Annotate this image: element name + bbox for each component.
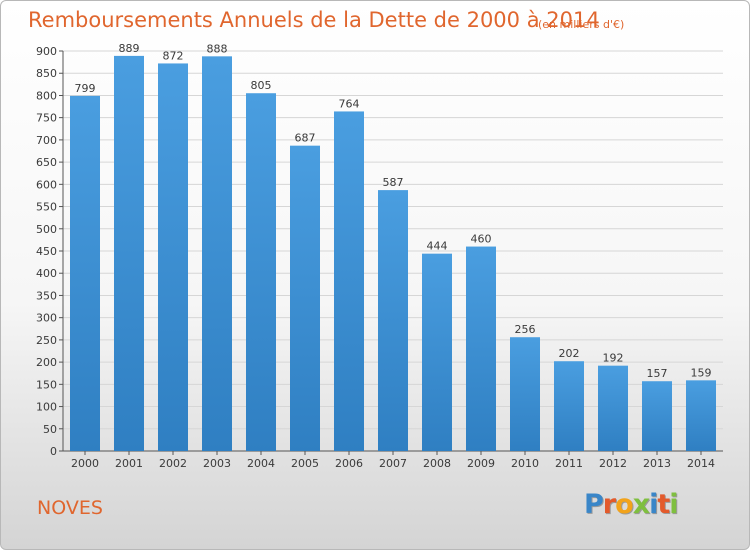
bar <box>202 56 232 451</box>
y-tick-label: 300 <box>36 312 57 325</box>
y-tick-label: 250 <box>36 334 57 347</box>
logo-letter: o <box>615 489 634 520</box>
x-tick-label: 2010 <box>511 457 539 470</box>
y-tick-label: 350 <box>36 289 57 302</box>
y-tick-label: 0 <box>50 445 57 458</box>
logo-letter: r <box>602 489 616 520</box>
data-label: 872 <box>163 49 184 62</box>
data-label: 799 <box>75 82 96 95</box>
x-tick-label: 2002 <box>159 457 187 470</box>
x-tick-label: 2000 <box>71 457 99 470</box>
logo-letter: x <box>632 489 650 520</box>
data-label: 444 <box>427 240 448 253</box>
x-tick-label: 2009 <box>467 457 495 470</box>
data-label: 687 <box>295 132 316 145</box>
y-tick-label: 400 <box>36 267 57 280</box>
bar <box>510 337 540 451</box>
x-tick-label: 2014 <box>687 457 715 470</box>
y-tick-label: 700 <box>36 134 57 147</box>
y-tick-label: 200 <box>36 356 57 369</box>
data-label: 192 <box>603 352 624 365</box>
y-tick-label: 750 <box>36 112 57 125</box>
data-label: 805 <box>251 79 272 92</box>
bar <box>554 361 584 451</box>
data-label: 587 <box>383 176 404 189</box>
data-label: 202 <box>559 347 580 360</box>
data-label: 256 <box>515 323 536 336</box>
bar <box>290 145 320 451</box>
bar <box>158 63 188 451</box>
data-label: 889 <box>119 42 140 55</box>
y-tick-label: 800 <box>36 89 57 102</box>
y-tick-label: 600 <box>36 178 57 191</box>
x-tick-label: 2008 <box>423 457 451 470</box>
logo-letter: t <box>657 489 670 520</box>
logo-letter: i <box>649 489 658 520</box>
bar <box>598 365 628 451</box>
x-tick-label: 2012 <box>599 457 627 470</box>
x-tick-label: 2007 <box>379 457 407 470</box>
bar <box>422 253 452 451</box>
bar <box>334 111 364 451</box>
y-tick-label: 900 <box>36 45 57 58</box>
x-tick-label: 2004 <box>247 457 275 470</box>
logo-letter: P <box>584 489 604 520</box>
y-tick-label: 550 <box>36 201 57 214</box>
y-tick-label: 650 <box>36 156 57 169</box>
bar <box>378 190 408 451</box>
x-tick-label: 2006 <box>335 457 363 470</box>
logo-letter: i <box>669 489 678 520</box>
y-tick-label: 850 <box>36 67 57 80</box>
bar <box>642 381 672 451</box>
data-label: 764 <box>339 97 360 110</box>
bar <box>114 55 144 452</box>
data-label: 460 <box>471 233 492 246</box>
y-tick-label: 500 <box>36 223 57 236</box>
chart-subtitle: (en milliers d'€) <box>538 18 625 31</box>
chart-title: Remboursements Annuels de la Dette de 20… <box>28 8 600 32</box>
bar <box>246 93 276 451</box>
y-tick-label: 150 <box>36 378 57 391</box>
label-layer: 799 889 872 888 805 687 764 587 444 460 256 202 192 1… <box>75 42 712 380</box>
city-name: NOVES <box>37 497 103 519</box>
bar-layer <box>70 55 716 452</box>
x-tick-label: 2001 <box>115 457 143 470</box>
data-label: 159 <box>691 366 712 379</box>
proxiti-logo: Proxiti <box>584 489 679 520</box>
y-tick-label: 50 <box>43 423 57 436</box>
y-tick-label: 100 <box>36 401 57 414</box>
bar <box>70 95 100 451</box>
x-tick-label: 2003 <box>203 457 231 470</box>
x-tick-label: 2013 <box>643 457 671 470</box>
x-tick-label: 2005 <box>291 457 319 470</box>
bar <box>466 246 496 451</box>
data-label: 157 <box>647 367 668 380</box>
data-label: 888 <box>207 42 228 55</box>
bar <box>686 380 716 451</box>
x-tick-label: 2011 <box>555 457 583 470</box>
y-tick-label: 450 <box>36 245 57 258</box>
